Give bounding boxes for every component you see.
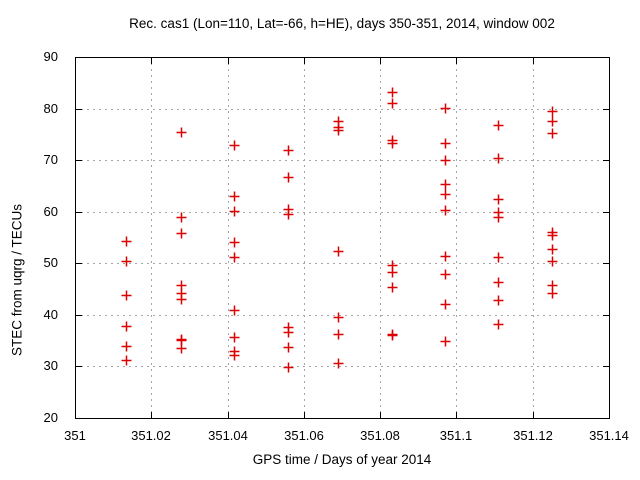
x-tick-label: 351.06	[284, 428, 324, 443]
data-point-marker	[493, 295, 504, 306]
data-point-marker	[440, 336, 451, 347]
data-point-marker	[229, 332, 240, 343]
data-point-marker	[283, 362, 294, 373]
y-tick-label: 70	[43, 152, 58, 167]
data-point-marker	[333, 329, 344, 340]
y-tick-label: 90	[43, 49, 58, 64]
data-point-marker	[333, 358, 344, 369]
data-point-marker	[493, 252, 504, 263]
data-point-marker	[229, 206, 240, 217]
axis-border-and-ticks	[75, 57, 610, 419]
y-tick-label: 40	[43, 307, 58, 322]
data-point-marker	[283, 172, 294, 183]
data-point-marker	[440, 189, 451, 200]
data-point-marker	[493, 120, 504, 131]
x-tick-label: 351.04	[208, 428, 248, 443]
y-tick-label: 20	[43, 410, 58, 425]
data-point-marker	[387, 267, 398, 278]
y-tick-label: 80	[43, 101, 58, 116]
data-point-marker	[547, 106, 558, 117]
data-point-marker	[121, 236, 132, 247]
data-point-marker	[547, 256, 558, 267]
data-point-marker	[229, 305, 240, 316]
data-point-marker	[229, 350, 240, 361]
data-point-marker	[387, 98, 398, 109]
data-point-marker	[387, 330, 398, 341]
data-point-marker	[440, 299, 451, 310]
data-point-marker	[547, 244, 558, 255]
data-point-marker	[440, 155, 451, 166]
data-point-marker	[229, 237, 240, 248]
data-point-marker	[283, 209, 294, 220]
data-point-marker	[121, 321, 132, 332]
data-point-marker	[440, 179, 451, 190]
data-point-marker	[333, 125, 344, 136]
data-point-marker	[333, 312, 344, 323]
chart-title: Rec. cas1 (Lon=110, Lat=-66, h=HE), days…	[129, 16, 555, 31]
data-point-marker	[547, 288, 558, 299]
y-tick-label: 50	[43, 255, 58, 270]
data-point-marker	[547, 116, 558, 127]
x-tick-label: 351.12	[513, 428, 553, 443]
data-point-marker	[440, 138, 451, 149]
data-point-marker	[283, 327, 294, 338]
x-tick-label: 351.08	[360, 428, 400, 443]
data-point-marker	[440, 205, 451, 216]
x-tick-label: 351	[64, 428, 86, 443]
x-tick-label: 351.1	[439, 428, 473, 443]
data-point-marker	[121, 341, 132, 352]
data-point-marker	[387, 282, 398, 293]
data-point-marker	[493, 277, 504, 288]
data-point-marker	[387, 138, 398, 149]
data-point-marker	[176, 212, 187, 223]
data-point-marker	[440, 251, 451, 262]
data-point-marker	[440, 103, 451, 114]
data-point-marker	[176, 127, 187, 138]
data-point-marker	[121, 290, 132, 301]
y-tick-label: 60	[43, 204, 58, 219]
x-axis-label: GPS time / Days of year 2014	[252, 452, 432, 467]
data-point-marker	[229, 191, 240, 202]
grid-lines	[75, 57, 609, 418]
data-point-marker	[176, 228, 187, 239]
data-point-marker	[547, 230, 558, 241]
x-tick-label: 351.02	[131, 428, 171, 443]
data-point-marker	[283, 342, 294, 353]
data-points	[121, 87, 558, 373]
data-point-marker	[229, 252, 240, 263]
y-tick-label: 30	[43, 358, 58, 373]
data-point-marker	[493, 194, 504, 205]
data-point-marker	[547, 128, 558, 139]
data-point-marker	[229, 140, 240, 151]
data-point-marker	[283, 145, 294, 156]
plot-border	[75, 57, 610, 419]
data-point-marker	[176, 343, 187, 354]
data-point-marker	[176, 294, 187, 305]
data-point-marker	[333, 246, 344, 257]
data-point-marker	[121, 256, 132, 267]
data-point-marker	[121, 355, 132, 366]
data-point-marker	[440, 269, 451, 280]
data-point-marker	[493, 212, 504, 223]
x-tick-label: 351.14	[589, 428, 629, 443]
data-point-marker	[493, 319, 504, 330]
data-point-marker	[493, 153, 504, 164]
data-point-marker	[387, 87, 398, 98]
